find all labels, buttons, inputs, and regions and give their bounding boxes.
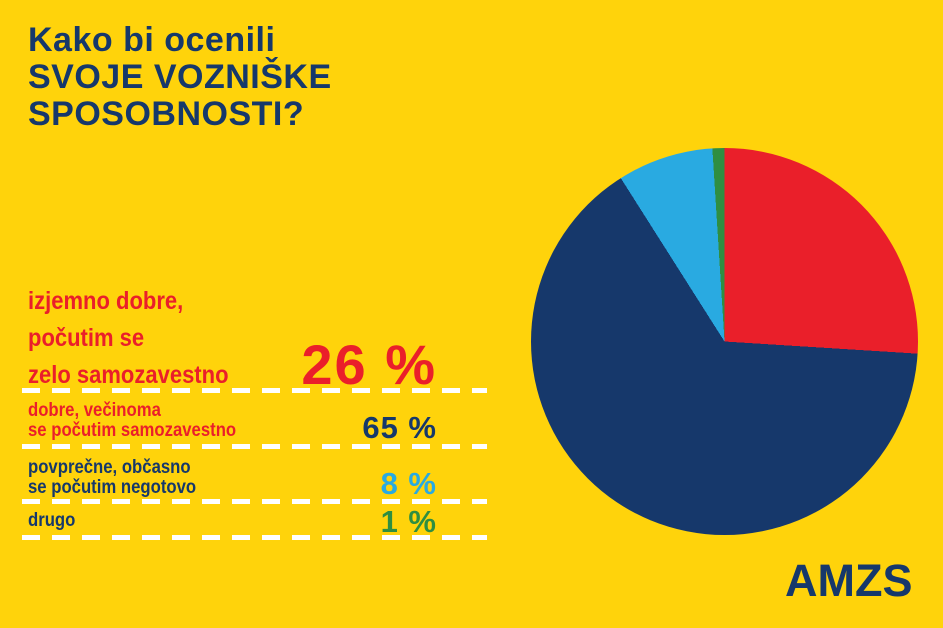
legend-row-povprecne: povprečne, občasno se počutim negotovo 8… [22,449,487,504]
dashed-divider [22,499,487,504]
legend-label-line: se počutim samozavestno [28,420,237,441]
legend-label-line: počutim se [28,324,145,352]
dashed-divider [22,388,487,393]
page-title: Kako bi ocenili SVOJE VOZNIŠKE SPOSOBNOS… [28,22,332,133]
legend-value: 1 % [380,503,437,539]
title-line-3: SPOSOBNOSTI? [28,95,305,133]
title-line-1: Kako bi ocenili [28,21,276,59]
legend-value: 8 % [380,465,437,501]
legend-label: povprečne, občasno se počutim negotovo [28,458,196,498]
legend-label-line: drugo [28,510,76,531]
legend-label: drugo [28,511,75,531]
dashed-divider [22,444,487,449]
legend-row-dobre: dobre, večinoma se počutim samozavestno … [22,393,487,449]
legend-label-line: dobre, večinoma [28,400,161,421]
dashed-divider [22,535,487,540]
title-line-2: SVOJE VOZNIŠKE [28,58,332,96]
legend-value: 65 % [362,409,437,445]
legend-label-line: se počutim negotovo [28,477,197,498]
legend-row-drugo: drugo 1 % [22,504,487,540]
legend-label-line: zelo samozavestno [28,361,229,389]
legend-value: 26 % [301,333,437,397]
legend-label-line: izjemno dobre, [28,287,184,315]
legend-row-izjemno-dobre: izjemno dobre, počutim se zelo samozaves… [22,278,487,393]
legend-label: dobre, večinoma se počutim samozavestno [28,401,236,441]
legend-label: izjemno dobre, počutim se zelo samozaves… [28,283,229,394]
pie-chart [531,148,918,535]
amzs-logo: AMZS [785,555,913,606]
legend-label-line: povprečne, občasno [28,457,191,478]
